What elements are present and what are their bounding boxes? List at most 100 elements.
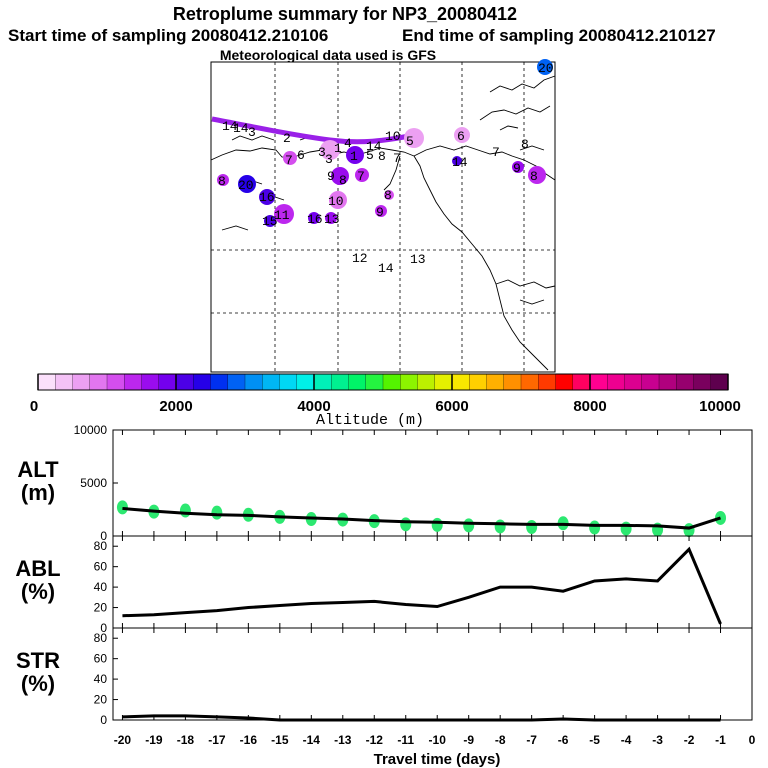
time-series-panels: 0500010000ALT(m)020406080ABL(%)020406080… <box>15 423 753 727</box>
map-label-4: 4 <box>344 136 352 151</box>
map-label-10: 10 <box>385 129 401 144</box>
alt-line <box>122 506 721 530</box>
x-tick-label: -9 <box>463 733 474 747</box>
map-label-13b: 13 <box>410 252 426 267</box>
colorbar-swatch <box>503 373 522 391</box>
map-label-8: 8 <box>378 149 386 164</box>
y-axis-label-abl: (%) <box>21 579 55 604</box>
colorbar-swatch <box>555 373 574 391</box>
map-label-14d: 14 <box>452 155 468 170</box>
position-circle <box>454 127 470 143</box>
map-label-1: 1 <box>334 141 342 156</box>
abl-line <box>122 546 722 625</box>
x-tick-label: 0 <box>749 733 756 747</box>
y-axis-label-str: (%) <box>21 671 55 696</box>
met-data-label: Meteorological data used is GFS <box>220 47 436 63</box>
y-axis-label-str: STR <box>16 648 60 673</box>
y-tick-label-str: 20 <box>94 693 108 707</box>
map-label-8d: 8 <box>218 174 226 189</box>
alt-point <box>211 505 223 520</box>
map-graticule <box>211 62 555 372</box>
map-label-7b: 7 <box>393 151 401 166</box>
colorbar-swatch <box>279 373 298 391</box>
alt-point <box>494 519 506 534</box>
panel-str: 0 20 40 60 80 STR(%) <box>16 627 753 727</box>
colorbar-swatch <box>37 373 56 391</box>
y-tick-label-str: 0 <box>100 713 107 727</box>
colorbar-swatch <box>106 373 125 391</box>
colorbar-swatch <box>158 373 177 391</box>
x-tick-label: -3 <box>652 733 663 747</box>
colorbar-tick-4000: 4000 <box>297 398 330 415</box>
y-tick-label-str: 60 <box>94 652 108 666</box>
map-panel: 14 14 3 2 3 1 4 14 10 5 6 7 6 3 1 5 8 7 … <box>210 59 556 373</box>
colorbar-tick-2000: 2000 <box>159 398 192 415</box>
panel-abl: 0 20 40 60 80 ABL(%) <box>15 535 753 635</box>
colorbar-swatch <box>676 373 694 391</box>
alt-point <box>526 519 538 534</box>
position-circle <box>329 191 347 209</box>
colorbar-swatch <box>434 373 453 391</box>
map-label-12: 12 <box>352 251 368 266</box>
colorbar-swatch <box>193 373 211 391</box>
y-tick-label-abl: 40 <box>94 580 108 594</box>
colorbar-swatch <box>227 373 246 391</box>
colorbar-swatch <box>313 373 332 391</box>
x-tick-label: -16 <box>240 733 258 747</box>
y-tick-label-str: 80 <box>94 631 108 645</box>
map-label-15: 15 <box>262 214 278 229</box>
colorbar-tick-labels: 0 2000 4000 6000 8000 10000 <box>30 398 741 415</box>
altitude-colorbar <box>37 373 729 391</box>
y-tick-label-abl: 20 <box>94 601 108 615</box>
position-circle <box>537 59 553 75</box>
x-tick-label: -1 <box>715 733 726 747</box>
x-tick-label: -11 <box>397 733 414 747</box>
map-label-16b: 16 <box>307 212 323 227</box>
position-circle <box>452 156 462 166</box>
position-circle <box>528 166 546 184</box>
colorbar-swatch <box>607 373 625 391</box>
colorbar-swatch <box>55 373 73 391</box>
colorbar-swatch <box>124 373 142 391</box>
position-circle <box>274 204 294 224</box>
map-label-8b: 8 <box>521 137 529 152</box>
map-label-7c: 7 <box>492 145 500 160</box>
colorbar-swatch <box>641 373 660 391</box>
colorbar-swatch <box>520 373 539 391</box>
y-tick-label-abl: 0 <box>100 621 107 635</box>
panel-frame <box>112 627 753 721</box>
y-tick-label-str: 40 <box>94 672 108 686</box>
map-label-11: 11 <box>274 208 290 223</box>
x-tick-label: -4 <box>621 733 632 747</box>
y-tick-label-abl: 80 <box>94 539 108 553</box>
map-label-8e: 8 <box>339 173 347 188</box>
x-tick-label: -15 <box>271 733 289 747</box>
colorbar-swatch <box>141 373 160 391</box>
y-axis-label-abl: ABL <box>15 556 60 581</box>
map-label-7d: 7 <box>357 169 365 184</box>
map-label-3: 3 <box>248 125 256 140</box>
position-circle <box>217 174 229 186</box>
position-circle <box>331 167 349 185</box>
colorbar-swatch <box>469 373 487 391</box>
colorbar-tick-6000: 6000 <box>435 398 468 415</box>
map-label-8f: 8 <box>384 188 392 203</box>
map-label-2: 2 <box>283 131 291 146</box>
figure-title: Retroplume summary for NP3_20080412 <box>173 4 517 24</box>
colorbar-swatch <box>365 373 384 391</box>
alt-point <box>179 503 191 518</box>
colorbar-swatch <box>693 373 712 391</box>
map-label-9b: 9 <box>327 169 335 184</box>
position-circle <box>404 128 424 148</box>
x-tick-label: -10 <box>429 733 447 747</box>
y-tick-label-alt: 10000 <box>74 423 108 437</box>
position-circle <box>264 215 276 227</box>
colorbar-swatch <box>262 373 280 391</box>
map-label-5: 5 <box>406 134 414 149</box>
x-tick-label: -7 <box>526 733 537 747</box>
position-circle <box>375 205 387 217</box>
x-tick-label: -19 <box>145 733 163 747</box>
alt-point <box>400 517 412 532</box>
x-tick-label: -5 <box>589 733 600 747</box>
